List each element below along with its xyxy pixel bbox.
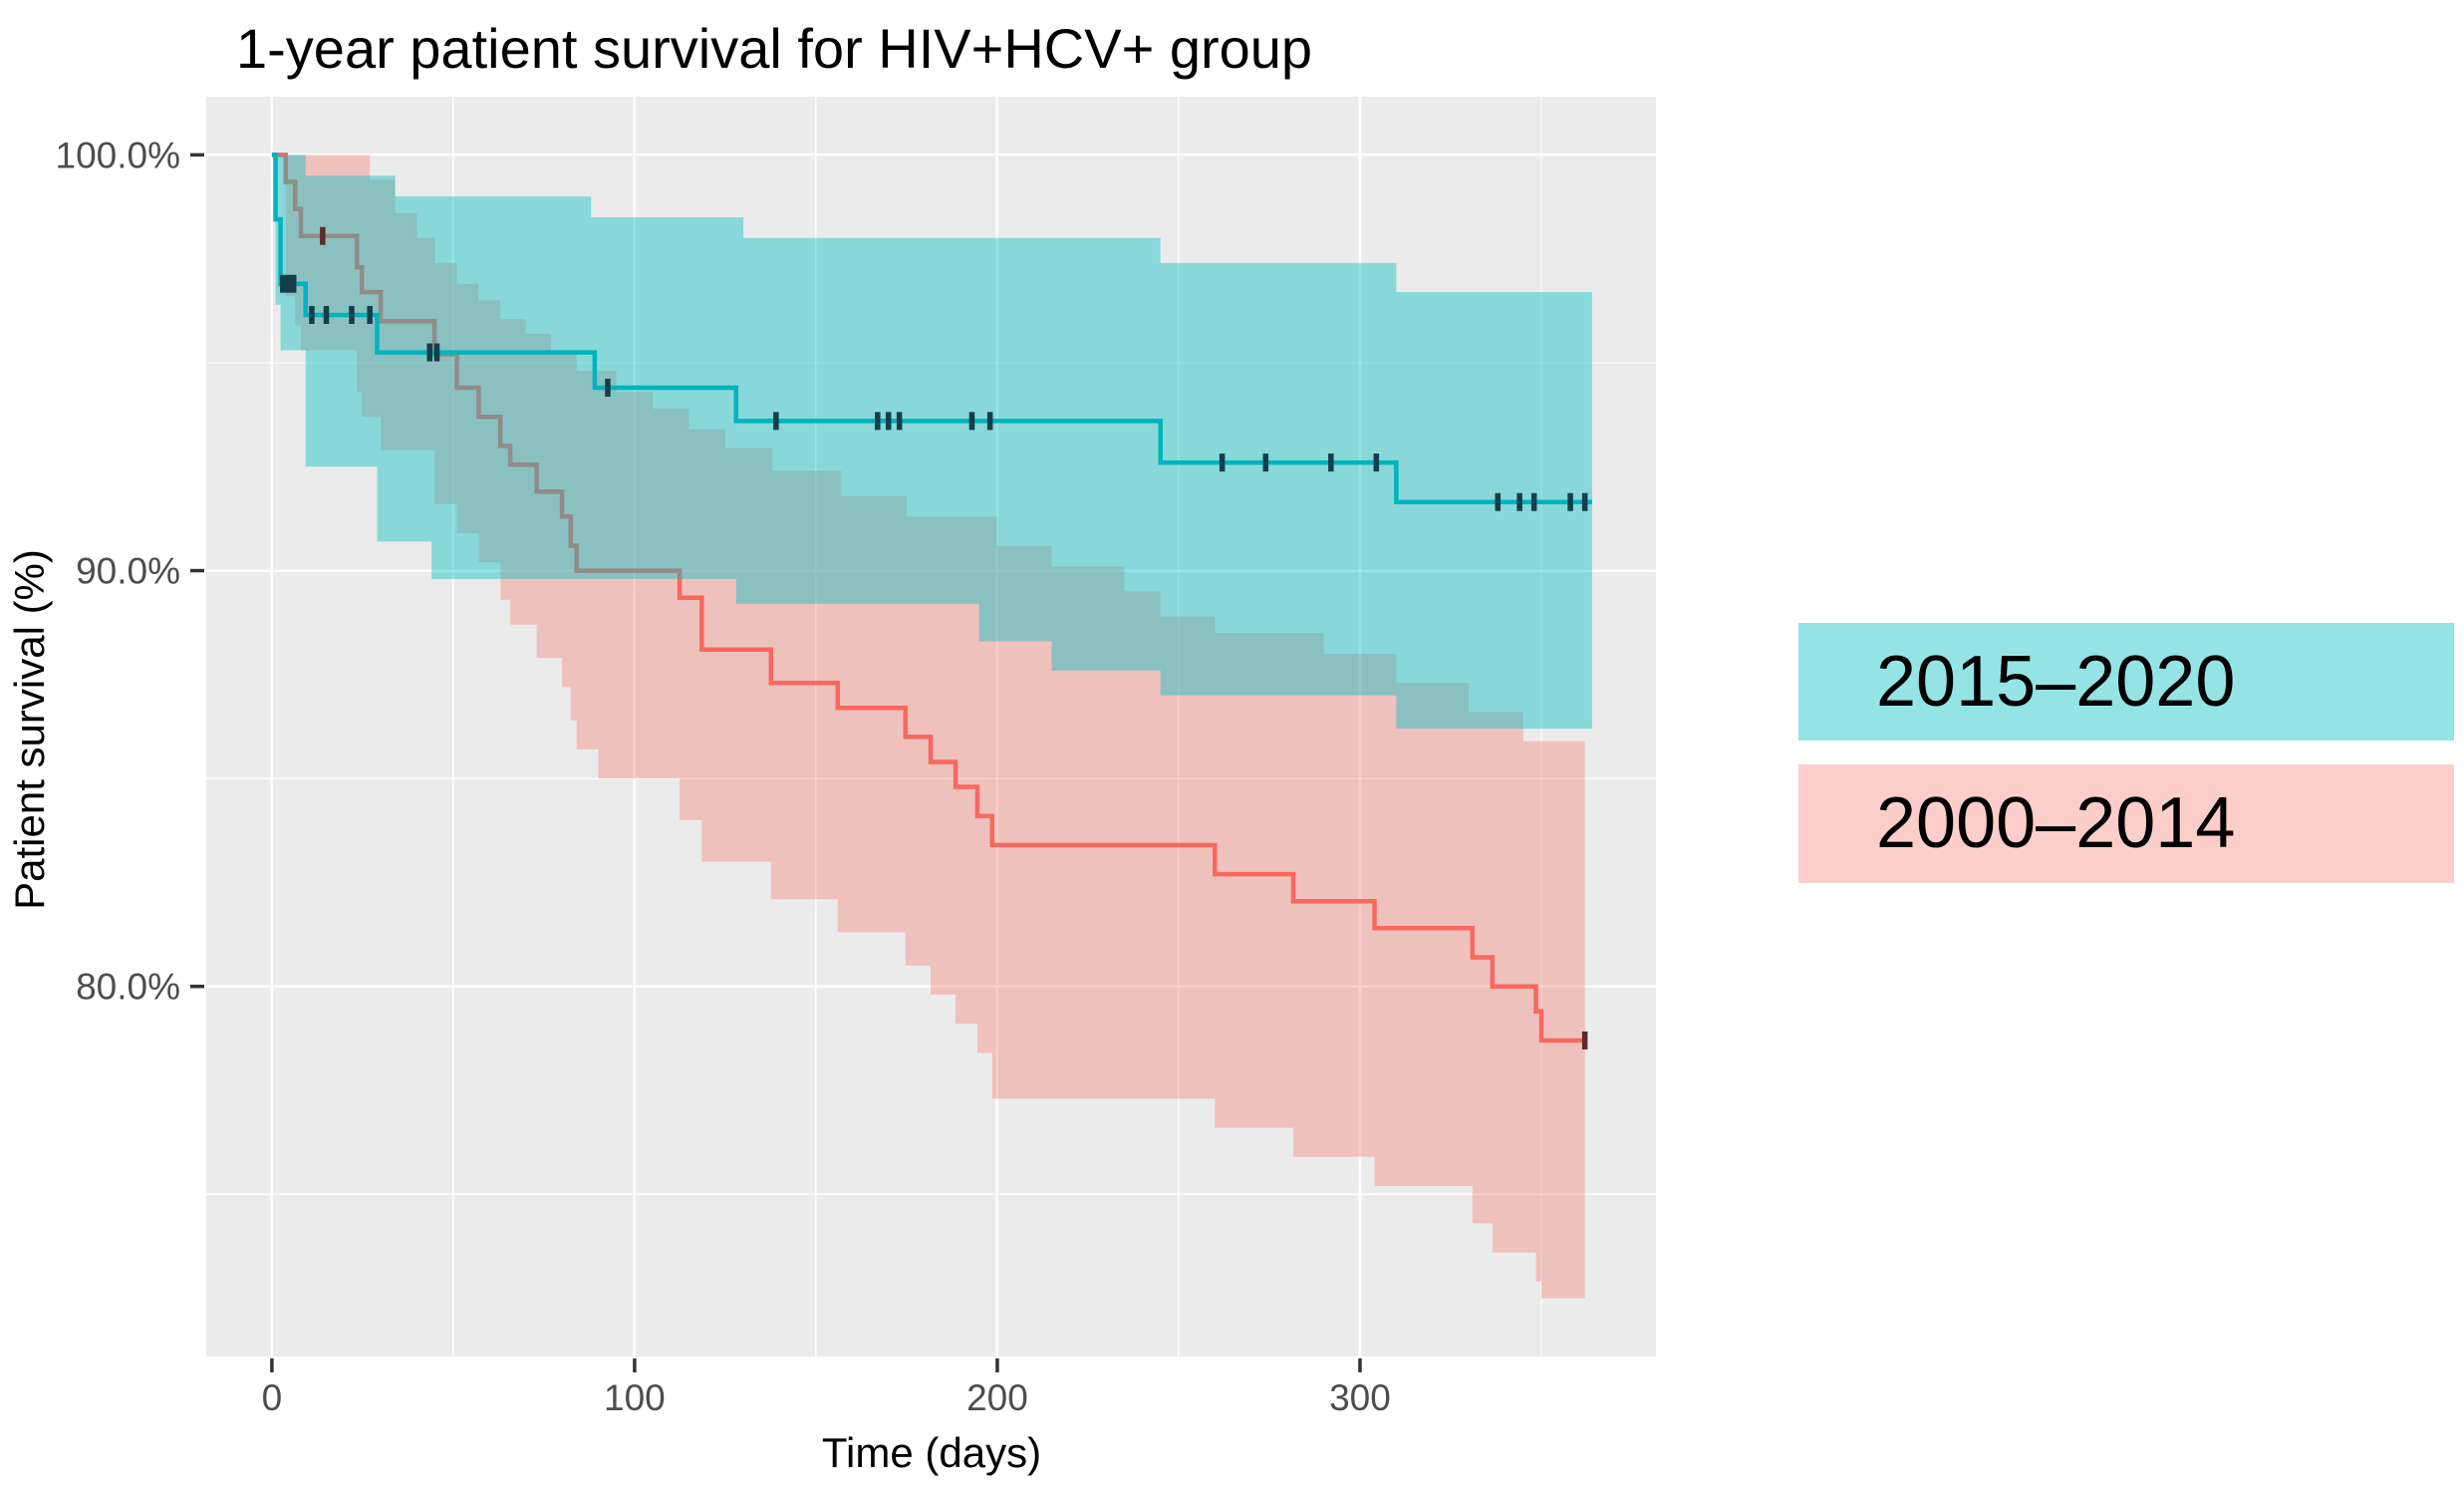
panel-background bbox=[206, 97, 1656, 1356]
x-axis-title: Time (days) bbox=[821, 1429, 1042, 1476]
legend-item-2000-2014: 2000–2014 bbox=[1798, 764, 2454, 883]
chart-title: 1-year patient survival for HIV+HCV+ gro… bbox=[236, 17, 1313, 80]
survival-curve-2000-2014 bbox=[271, 152, 1585, 1043]
y-axis-title: Patient survival (%) bbox=[6, 549, 53, 910]
series-2000-2014 bbox=[271, 152, 1585, 1299]
survival-curve-2015-2020 bbox=[271, 152, 1592, 504]
y-tick-label: 80.0% bbox=[76, 967, 180, 1008]
legend-label-2000-2014: 2000–2014 bbox=[1876, 783, 2236, 863]
ci-ribbon-2015-2020 bbox=[271, 154, 1592, 730]
x-tick-label: 200 bbox=[966, 1377, 1028, 1418]
x-tick-label: 300 bbox=[1329, 1377, 1391, 1418]
censor-marks-2015-2020 bbox=[280, 274, 1588, 511]
y-tick-label: 90.0% bbox=[76, 551, 180, 592]
ci-ribbon-2000-2014 bbox=[271, 154, 1585, 1299]
x-tick-label: 100 bbox=[604, 1377, 666, 1418]
legend-label-2015-2020: 2015–2020 bbox=[1876, 642, 2236, 722]
series-2015-2020 bbox=[271, 152, 1592, 730]
x-tick-label: 0 bbox=[262, 1377, 283, 1418]
y-tick-label: 100.0% bbox=[56, 135, 181, 175]
censor-marks-2000-2014 bbox=[320, 226, 1588, 1049]
legend-item-2015-2020: 2015–2020 bbox=[1798, 623, 2454, 741]
